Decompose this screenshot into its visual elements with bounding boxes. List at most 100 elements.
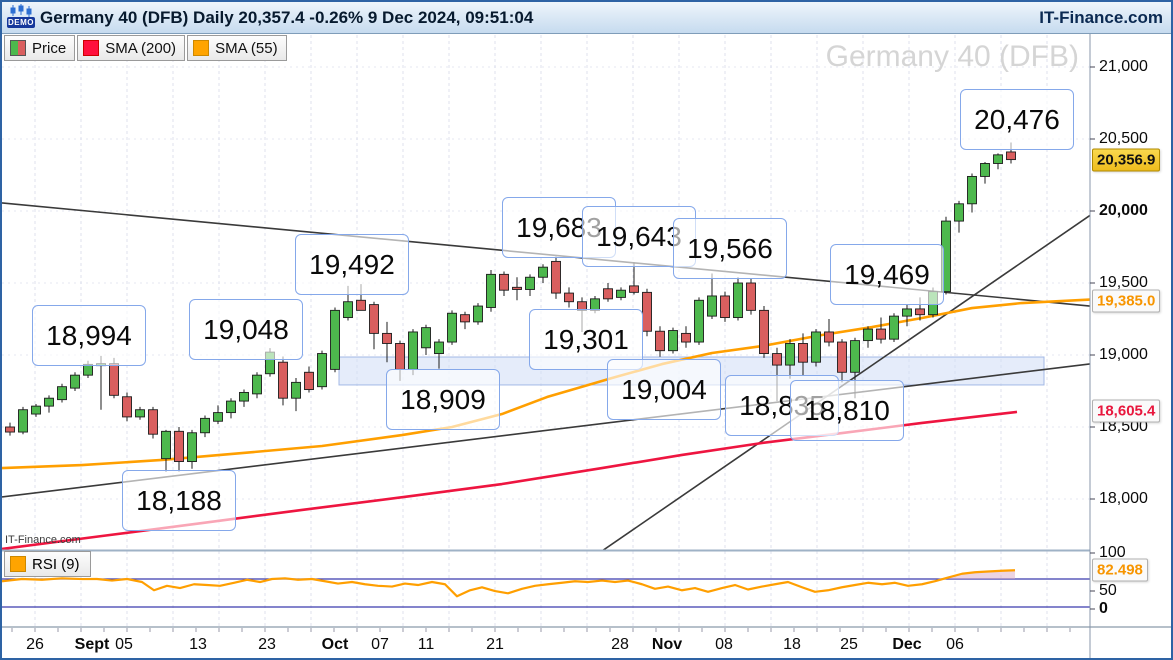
- rsi-color-icon: [10, 556, 26, 572]
- candle-down: [837, 341, 847, 373]
- y-axis-label: 18,000: [1099, 490, 1148, 507]
- candle-up: [161, 430, 171, 460]
- candle-down: [278, 361, 288, 399]
- x-axis-label: 11: [417, 636, 435, 653]
- candle-up: [967, 175, 977, 205]
- candle-up: [408, 331, 418, 370]
- candle-up: [70, 374, 80, 389]
- x-axis-label: 28: [611, 636, 629, 653]
- legend-chip-rsi[interactable]: RSI (9): [4, 551, 91, 577]
- candle-down: [759, 309, 769, 355]
- legend-sma55-label: SMA (55): [215, 39, 278, 57]
- candle-up: [538, 266, 548, 278]
- candle-down: [655, 330, 665, 352]
- candle-down: [1006, 151, 1016, 161]
- demo-badge-label: DEMO: [7, 17, 35, 28]
- x-axis-label: Dec: [892, 636, 922, 653]
- candle-up: [421, 327, 431, 349]
- candle-down: [109, 363, 119, 396]
- rsi-axis-label: 0: [1099, 600, 1108, 617]
- candle-up: [694, 299, 704, 343]
- price-flag-19566: 19,566: [673, 218, 787, 279]
- candle-down: [122, 396, 132, 418]
- x-axis-label: Oct: [321, 636, 349, 653]
- candle-down: [460, 314, 470, 323]
- candle-up: [707, 295, 717, 317]
- axis-price-marker: 82.498: [1092, 558, 1148, 582]
- rsi-axis-label: 50: [1099, 582, 1117, 599]
- candle-up: [616, 289, 626, 298]
- candle-down: [642, 291, 652, 332]
- candle-up: [863, 328, 873, 342]
- candle-down: [772, 353, 782, 366]
- candle-up: [993, 154, 1003, 164]
- candle-down: [382, 332, 392, 344]
- candle-up: [187, 432, 197, 463]
- axis-price-marker: 20,356.9: [1092, 148, 1161, 172]
- candle-up: [668, 330, 678, 352]
- candle-down: [369, 304, 379, 334]
- title-bar: DEMO Germany 40 (DFB) Daily 20,357.4 -0.…: [2, 2, 1171, 34]
- y-axis-label: 19,000: [1099, 346, 1148, 363]
- candle-down: [876, 328, 886, 340]
- candle-down: [174, 430, 184, 463]
- axis-price-marker: 19,385.0: [1092, 289, 1161, 313]
- sma200-color-icon: [83, 40, 100, 56]
- candle-down: [798, 343, 808, 363]
- candle-up: [811, 331, 821, 363]
- candle-down: [395, 343, 405, 370]
- candle-down: [356, 299, 366, 311]
- instrument-title: Germany 40 (DFB) Daily 20,357.4 -0.26% 9…: [40, 8, 534, 27]
- x-axis-label: 13: [189, 636, 207, 653]
- price-flag-18188: 18,188: [122, 470, 236, 531]
- candle-up: [31, 405, 41, 415]
- candle-down: [915, 308, 925, 316]
- candle-down: [304, 371, 314, 391]
- candle-up: [902, 308, 912, 317]
- candle-down: [5, 426, 15, 433]
- candle-down: [746, 282, 756, 311]
- legend-chip-sma55[interactable]: SMA (55): [187, 35, 287, 61]
- rsi-axis-label: 100: [1099, 544, 1126, 561]
- candle-down: [148, 409, 158, 435]
- candle-up: [486, 273, 496, 308]
- candle-up: [226, 400, 236, 414]
- mini-candles-icon: [10, 4, 32, 17]
- candle-up: [291, 381, 301, 399]
- x-axis-label: 05: [115, 636, 133, 653]
- corner-watermark: IT-Finance.com: [5, 534, 81, 546]
- price-flag-18994: 18,994: [32, 305, 146, 366]
- candle-up: [980, 163, 990, 177]
- candle-up: [343, 301, 353, 319]
- candle-up: [18, 409, 28, 433]
- candle-down: [603, 288, 613, 300]
- candle-down: [629, 285, 639, 293]
- candle-down: [720, 295, 730, 319]
- candle-up: [525, 276, 535, 290]
- chart-watermark: Germany 40 (DFB): [825, 40, 1079, 73]
- candle-up: [434, 341, 444, 355]
- x-axis-label: 26: [26, 636, 44, 653]
- x-axis-label: Nov: [651, 636, 683, 653]
- candle-up: [889, 315, 899, 340]
- candle-up: [57, 386, 67, 401]
- price-candle-icon: [10, 40, 26, 56]
- x-axis-label: 23: [258, 636, 276, 653]
- price-flag-19048: 19,048: [189, 299, 303, 360]
- brand-logo-text: IT-Finance.com: [1039, 8, 1163, 27]
- candle-down: [824, 331, 834, 343]
- candle-up: [954, 203, 964, 222]
- candle-up: [239, 391, 249, 402]
- price-flag-19004: 19,004: [607, 359, 721, 420]
- legend-chip-sma200[interactable]: SMA (200): [77, 35, 186, 61]
- y-axis-label: 19,500: [1099, 274, 1148, 291]
- x-axis-label: 18: [783, 636, 801, 653]
- legend-chip-price[interactable]: Price: [4, 35, 76, 61]
- rsi-overbought-shade: [937, 570, 1015, 579]
- price-flag-19301: 19,301: [529, 309, 643, 370]
- candle-down: [564, 292, 574, 303]
- x-axis-label: 21: [486, 636, 504, 653]
- candle-up: [447, 312, 457, 343]
- legend-sma200-label: SMA (200): [105, 39, 177, 57]
